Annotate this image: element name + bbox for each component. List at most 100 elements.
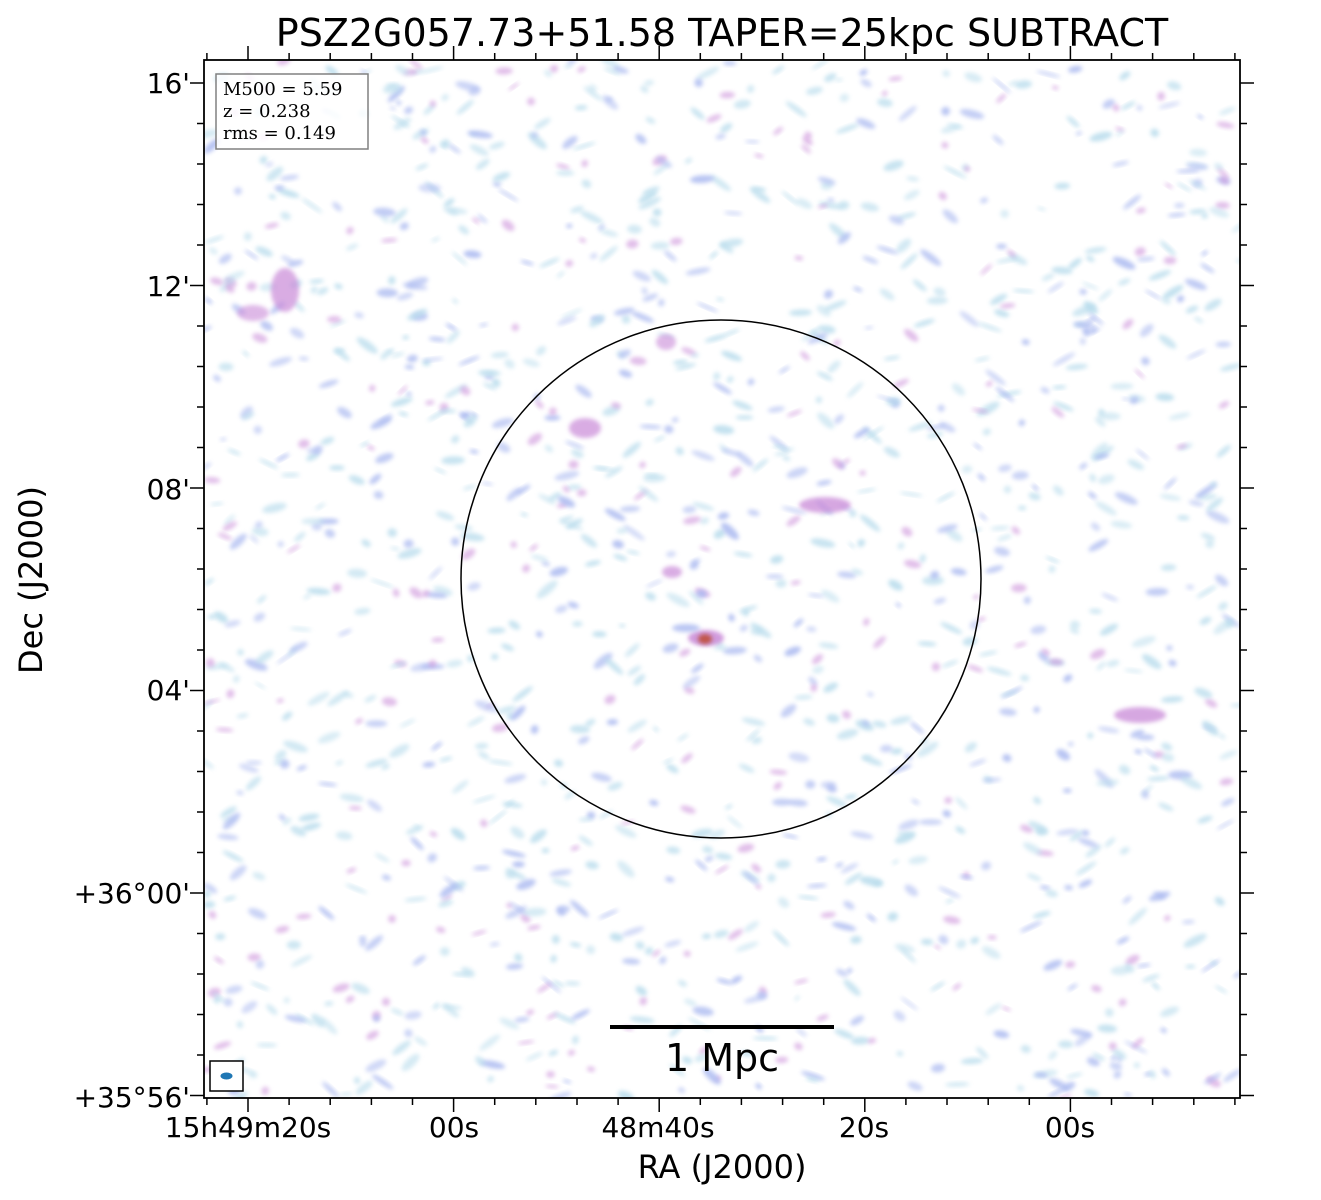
- noise-blob: [664, 425, 674, 434]
- noise-blob: [1058, 1040, 1074, 1049]
- noise-blob: [838, 200, 850, 210]
- noise-blob: [853, 286, 863, 292]
- noise-blob: [1122, 895, 1132, 904]
- noise-blob: [217, 532, 232, 540]
- noise-blob: [765, 574, 784, 579]
- emission-features: [237, 268, 1166, 723]
- noise-blob: [371, 1074, 394, 1090]
- noise-blob: [737, 843, 755, 853]
- noise-blob: [1184, 278, 1207, 290]
- noise-blob: [544, 415, 561, 421]
- noise-blob: [740, 1051, 753, 1057]
- noise-blob: [1073, 321, 1096, 329]
- noise-blob: [237, 649, 244, 656]
- noise-blob: [1088, 313, 1104, 325]
- noise-blob: [1160, 564, 1177, 571]
- noise-blob: [977, 322, 1002, 332]
- noise-blob: [629, 356, 647, 366]
- noise-blob: [1185, 964, 1196, 969]
- noise-blob: [797, 895, 819, 900]
- noise-blob: [999, 303, 1016, 309]
- noise-blob: [536, 580, 558, 599]
- noise-blob: [890, 716, 912, 725]
- noise-blob: [422, 761, 436, 768]
- noise-blob: [1216, 819, 1234, 830]
- noise-blob: [829, 223, 847, 240]
- noise-blob: [361, 539, 371, 548]
- noise-blob: [778, 897, 790, 908]
- noise-blob: [483, 382, 497, 390]
- noise-blob: [943, 166, 967, 179]
- noise-blob: [769, 769, 788, 775]
- noise-blob: [478, 751, 490, 760]
- noise-blob: [1087, 732, 1094, 739]
- noise-blob: [370, 578, 394, 588]
- noise-blob: [504, 774, 527, 784]
- noise-blob: [204, 883, 218, 894]
- noise-blob: [684, 157, 693, 164]
- noise-blob: [1185, 305, 1199, 314]
- noise-blob: [501, 219, 515, 232]
- noise-blob: [474, 700, 498, 713]
- noise-blob: [904, 884, 918, 897]
- noise-blob: [289, 327, 305, 339]
- noise-blob: [1033, 796, 1042, 805]
- noise-blob: [1166, 81, 1182, 91]
- noise-blob: [1201, 250, 1208, 256]
- noise-blob: [1028, 820, 1049, 834]
- noise-blob: [451, 537, 460, 546]
- noise-blob: [475, 1056, 486, 1066]
- noise-blob: [1052, 85, 1059, 90]
- noise-blob: [284, 1014, 306, 1023]
- noise-blob: [1045, 889, 1058, 898]
- noise-blob: [1011, 471, 1029, 480]
- noise-blob: [488, 809, 507, 825]
- noise-blob: [1186, 349, 1206, 360]
- noise-blob: [516, 878, 536, 890]
- noise-blob: [1092, 1053, 1106, 1061]
- noise-blob: [556, 907, 566, 916]
- noise-blob: [392, 588, 400, 598]
- noise-blob: [671, 417, 679, 423]
- noise-blob: [277, 541, 284, 548]
- noise-blob: [463, 250, 482, 258]
- noise-blob: [826, 796, 847, 807]
- noise-blob: [217, 833, 239, 841]
- noise-blob: [229, 865, 247, 881]
- noise-blob: [241, 411, 255, 420]
- noise-blob: [1189, 209, 1207, 215]
- noise-blob: [755, 1083, 762, 1090]
- noise-blob: [298, 356, 309, 361]
- noise-blob: [320, 436, 335, 445]
- noise-blob: [390, 208, 408, 224]
- noise-blob: [548, 492, 562, 501]
- noise-blob: [999, 708, 1017, 716]
- noise-blob: [632, 270, 651, 282]
- noise-blob: [666, 592, 690, 607]
- noise-blob: [401, 859, 411, 867]
- noise-blob: [462, 484, 477, 491]
- noise-blob: [1230, 703, 1240, 708]
- noise-blob: [844, 794, 857, 800]
- noise-blob: [471, 930, 487, 936]
- noise-blob: [895, 602, 902, 608]
- noise-blob: [218, 362, 234, 372]
- noise-blob: [578, 817, 593, 822]
- noise-blob: [578, 736, 590, 745]
- noise-blob: [1188, 179, 1207, 191]
- noise-blob: [659, 956, 667, 965]
- noise-blob: [1194, 483, 1217, 499]
- noise-blob: [945, 898, 955, 904]
- noise-blob: [390, 546, 401, 551]
- noise-blob: [883, 355, 900, 361]
- noise-blob: [767, 406, 785, 413]
- noise-blob: [204, 325, 212, 333]
- noise-blob: [365, 720, 388, 727]
- noise-blob: [390, 1008, 404, 1016]
- noise-blob: [223, 997, 233, 1007]
- noise-blob: [752, 1036, 778, 1041]
- noise-blob: [222, 850, 244, 862]
- noise-blob: [1018, 419, 1026, 427]
- noise-blob: [959, 109, 985, 119]
- noise-blob: [536, 346, 546, 356]
